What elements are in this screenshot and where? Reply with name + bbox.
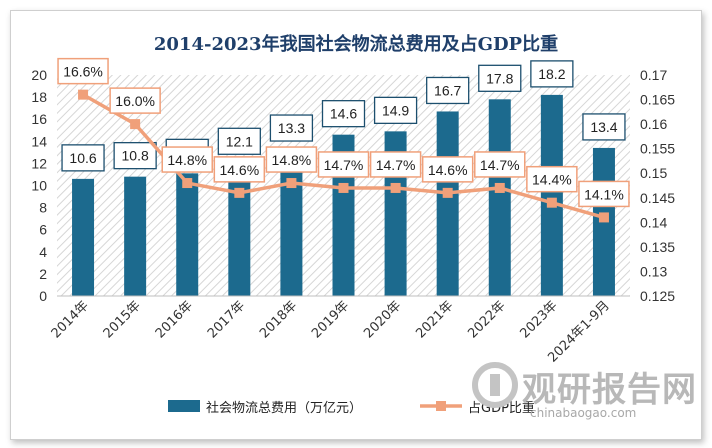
line-label-box [317,151,370,178]
y-right-tick-label: 0.145 [640,190,675,206]
x-tick-label: 2021年 [413,298,456,341]
legend-line-marker [436,401,446,411]
bar-data-label: 12.1 [226,133,253,149]
line-label-box [421,156,474,183]
bar-data-label: 13.4 [590,119,617,135]
ratio-marker [338,182,349,193]
line-label-box [57,57,109,85]
legend-bar-swatch [168,400,200,412]
ratio-marker [494,182,505,193]
line-data-label: 14.7% [376,157,416,173]
bar [124,176,147,296]
ratio-marker [546,197,557,208]
bar-label-box [269,114,314,142]
watermark-logo-icon [472,362,518,408]
bar-data-label: 18.2 [538,66,565,82]
bar [488,99,511,296]
bar-label-box [582,113,626,141]
bar-data-label: 14.6 [330,106,357,122]
x-tick-label: 2019年 [309,298,352,341]
y-left-tick-label: 18 [31,89,47,105]
y-left-tick-label: 0 [39,288,47,304]
line-data-label: 14.1% [584,186,624,202]
ratio-marker [442,187,453,198]
bar [540,94,563,296]
ratio-marker [78,89,89,100]
bar-label-box [426,76,470,105]
bar-label-box [61,144,105,172]
line-label-box [474,151,526,178]
x-tick-label: 2017年 [205,298,248,341]
y-left-tick-label: 8 [39,200,47,216]
x-tick-label: 2016年 [153,298,196,341]
line-data-label: 14.8% [167,152,207,168]
bar-data-label: 13.3 [278,120,305,136]
line-label-box [161,146,213,173]
bar [228,162,251,296]
line-label-box [578,180,630,208]
y-right-tick-label: 0.155 [640,141,675,157]
y-left-tick-label: 4 [39,244,47,260]
y-left-tick-label: 12 [31,155,47,171]
bar-data-label: 10.8 [122,148,149,164]
line-label-box [109,87,161,114]
line-data-label: 14.6% [219,162,259,178]
x-tick-label: 2015年 [101,298,144,341]
bar-label-box [478,64,522,92]
bar-data-label: 17.8 [486,70,513,86]
bar-label-box [113,142,157,170]
line-data-label: 14.4% [532,172,572,188]
y-right-tick-label: 0.14 [640,214,667,230]
line-data-label: 16.0% [115,93,155,109]
watermark-brand: 观研报告网 [522,370,697,410]
bar [436,111,459,296]
bar-label-box [321,100,366,128]
ratio-marker [234,187,245,198]
y-right-tick-label: 0.16 [640,116,667,132]
line-label-box [526,165,578,193]
y-left-tick-label: 2 [39,266,47,282]
ratio-marker [130,119,141,130]
y-right-tick-label: 0.15 [640,165,667,181]
line-label-box [265,146,318,173]
y-left-tick-label: 16 [31,111,47,127]
x-tick-label: 2023年 [517,298,560,341]
x-tick-label: 2014年 [49,298,92,341]
chart-title: 2014-2023年我国社会物流总费用及占GDP比重 [153,34,559,55]
ratio-marker [286,178,297,189]
x-tick-label: 2022年 [465,298,508,341]
x-tick-label: 2020年 [361,298,404,341]
bar-data-label: 16.7 [434,82,461,98]
y-left-tick-label: 6 [39,222,47,238]
bar-label-box [530,60,574,88]
y-right-tick-label: 0.125 [640,288,675,304]
y-right-tick-label: 0.17 [640,67,667,83]
ratio-marker [182,178,193,189]
bar-label-box [217,127,261,155]
bar [72,178,95,296]
y-right-tick-label: 0.13 [640,263,667,279]
bar-data-label: 10.6 [69,150,96,166]
bar-data-label: 14.9 [382,102,409,118]
watermark-site: chinabaogao.com [530,406,637,420]
y-right-tick-label: 0.165 [640,92,675,108]
bar [176,173,199,296]
y-right-tick-label: 0.135 [640,239,675,255]
line-label-box [213,156,266,183]
line-data-label: 14.8% [272,152,312,168]
bar-label-box [373,96,418,125]
y-left-tick-label: 14 [31,133,47,149]
ratio-marker [390,182,401,193]
ratio-marker [598,212,609,223]
line-data-label: 14.6% [428,162,468,178]
line-data-label: 14.7% [480,157,520,173]
legend-bar-label: 社会物流总费用（万亿元） [206,400,362,416]
line-data-label: 16.6% [63,64,103,80]
y-left-tick-label: 10 [31,178,47,194]
line-data-label: 14.7% [324,157,364,173]
x-tick-label: 2018年 [257,298,300,341]
line-label-box [369,151,422,178]
y-left-tick-label: 20 [31,67,47,83]
